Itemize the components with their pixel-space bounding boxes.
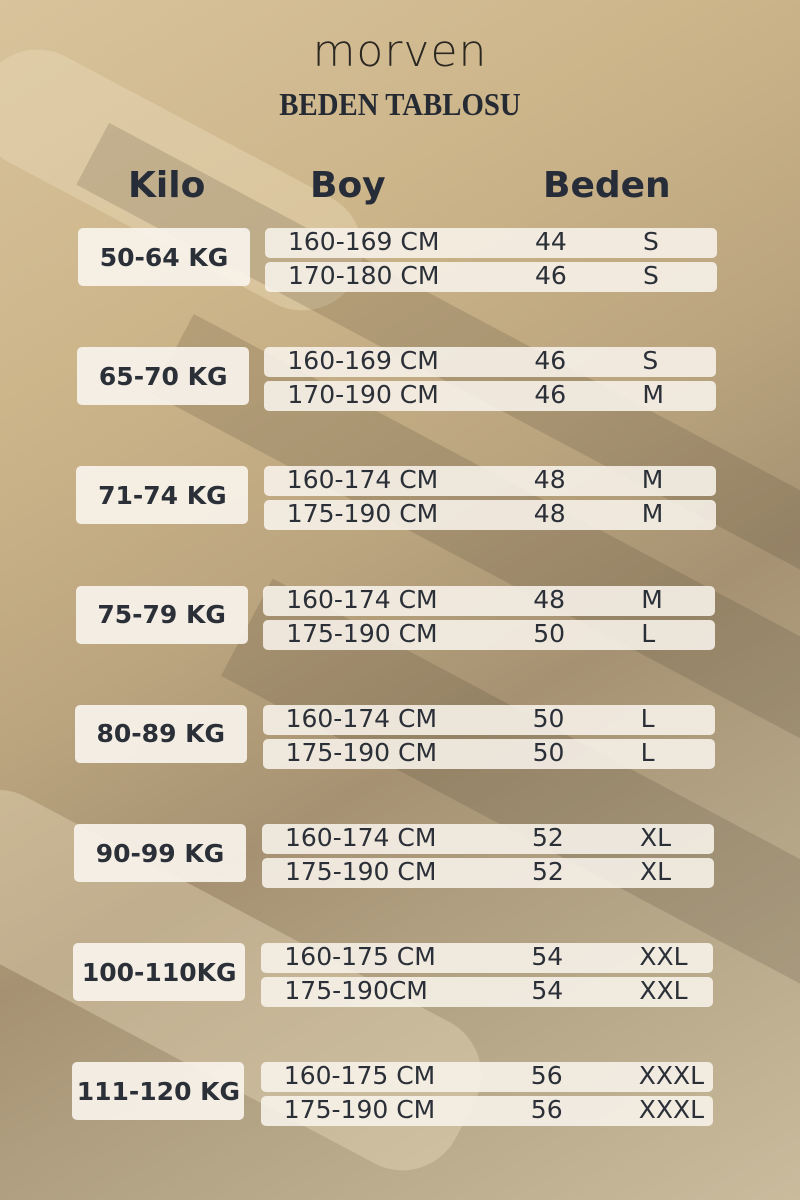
size-number: 48 xyxy=(533,584,565,614)
size-number: 56 xyxy=(530,1095,563,1125)
size-letter: XXXL xyxy=(638,1061,705,1091)
size-letter: XXXL xyxy=(638,1095,705,1125)
brand-logo: morven xyxy=(312,26,488,77)
size-row: 160-174 CM 52 XL xyxy=(262,823,714,854)
height-range: 160-169 CM xyxy=(287,346,439,376)
height-range: 160-169 CM xyxy=(288,227,440,256)
size-letter: XL xyxy=(640,857,672,886)
size-letter: XXL xyxy=(639,942,688,972)
size-row: 160-175 CM 56 XXXL xyxy=(260,1061,713,1093)
height-range: 160-175 CM xyxy=(283,1061,436,1091)
size-row: 160-175 CM 54 XXL xyxy=(261,942,714,974)
size-number: 46 xyxy=(534,380,567,410)
size-row: 160-174 CM 50 L xyxy=(262,703,715,735)
size-number: 50 xyxy=(532,737,565,767)
size-row: 160-174 CM 48 M xyxy=(263,465,716,497)
kilo-range: 80-89 KG xyxy=(74,704,247,763)
height-range: 160-174 CM xyxy=(285,823,437,852)
kilo-range: 65-70 KG xyxy=(77,347,250,406)
height-range: 175-190 CM xyxy=(285,737,438,767)
kilo-range: 100-110KG xyxy=(73,943,246,1002)
size-letter: S xyxy=(642,346,659,376)
kilo-range: 111-120 KG xyxy=(72,1062,245,1121)
size-row: 175-190CM 54 XXL xyxy=(261,976,714,1008)
size-number: 46 xyxy=(535,261,567,290)
size-number: 50 xyxy=(533,618,565,648)
size-number: 46 xyxy=(534,346,567,376)
size-number: 52 xyxy=(532,823,564,852)
size-letter: S xyxy=(643,261,659,290)
size-letter: M xyxy=(642,380,664,410)
size-row: 160-169 CM 44 S xyxy=(265,227,717,258)
size-letter: M xyxy=(641,465,664,495)
size-row: 175-190 CM 52 XL xyxy=(262,857,714,888)
size-letter: XL xyxy=(640,823,672,852)
kilo-range: 71-74 KG xyxy=(76,466,249,525)
height-range: 160-174 CM xyxy=(286,584,438,614)
height-range: 160-174 CM xyxy=(286,465,439,495)
size-letter: S xyxy=(643,227,659,256)
size-number: 56 xyxy=(530,1061,563,1091)
size-number: 50 xyxy=(532,703,565,733)
kilo-range: 75-79 KG xyxy=(75,585,248,644)
size-letter: M xyxy=(641,584,663,614)
size-number: 48 xyxy=(533,465,566,495)
height-range: 175-190 CM xyxy=(286,618,438,648)
size-row: 175-190 CM 50 L xyxy=(262,737,715,769)
size-number: 54 xyxy=(531,942,564,972)
size-row: 160-169 CM 46 S xyxy=(264,346,717,378)
size-row: 170-180 CM 46 S xyxy=(265,261,717,292)
height-range: 175-190 CM xyxy=(283,1095,436,1125)
kilo-range: 90-99 KG xyxy=(74,824,246,882)
size-letter: L xyxy=(640,703,655,733)
height-range: 175-190 CM xyxy=(286,499,439,529)
size-row: 175-190 CM 50 L xyxy=(263,618,716,650)
size-number: 54 xyxy=(531,976,564,1006)
size-letter: XXL xyxy=(639,976,688,1006)
size-letter: M xyxy=(641,499,664,529)
height-range: 175-190CM xyxy=(284,976,428,1006)
height-range: 175-190 CM xyxy=(285,857,437,886)
height-range: 160-175 CM xyxy=(284,942,436,972)
size-number: 52 xyxy=(532,857,564,886)
kilo-range: 50-64 KG xyxy=(78,228,250,286)
size-letter: L xyxy=(640,737,655,767)
header-beden: Beden xyxy=(543,165,671,206)
size-row: 175-190 CM 56 XXXL xyxy=(260,1095,713,1127)
header-boy: Boy xyxy=(310,165,386,206)
height-range: 170-190 CM xyxy=(287,380,439,410)
height-range: 170-180 CM xyxy=(288,261,440,290)
page-title: BEDEN TABLOSU xyxy=(279,86,521,122)
height-range: 160-174 CM xyxy=(285,703,438,733)
size-number: 44 xyxy=(535,227,567,256)
size-row: 160-174 CM 48 M xyxy=(263,584,716,616)
size-row: 175-190 CM 48 M xyxy=(263,499,716,531)
size-letter: L xyxy=(641,618,656,648)
header-kilo: Kilo xyxy=(128,165,206,206)
size-row: 170-190 CM 46 M xyxy=(264,380,717,412)
size-number: 48 xyxy=(533,499,566,529)
